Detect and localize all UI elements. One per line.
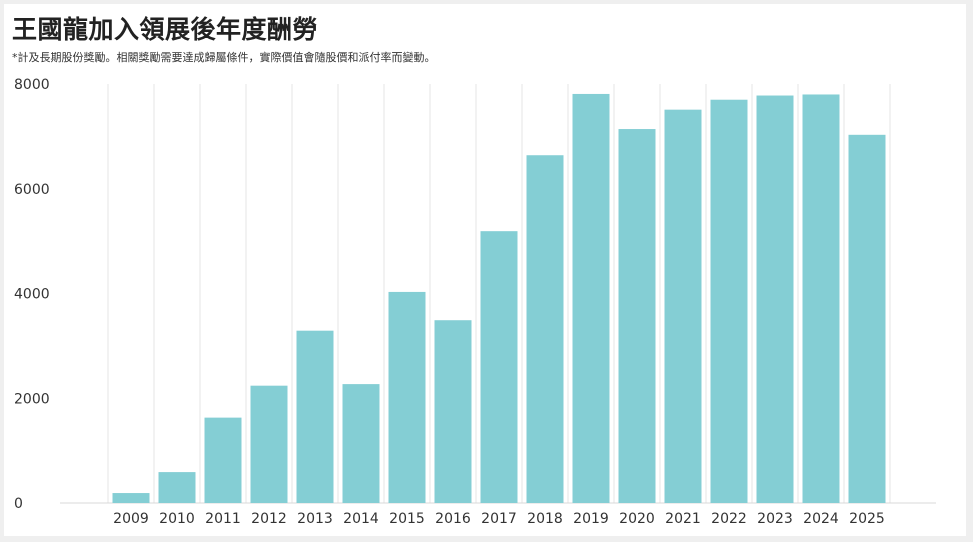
- bar-2017: [480, 231, 518, 503]
- chart-title: 王國龍加入領展後年度酬勞: [12, 15, 319, 44]
- x-tick-label: 2024: [803, 511, 839, 527]
- x-tick-label: 2018: [527, 511, 563, 527]
- x-tick-label: 2017: [481, 511, 517, 527]
- bar-2009: [112, 493, 150, 503]
- y-tick-label: 8000: [14, 77, 50, 93]
- y-tick-label: 6000: [14, 182, 50, 198]
- y-axis-ticks: 0 2000 4000 6000 8000: [14, 77, 50, 512]
- bar-2016: [434, 320, 472, 503]
- bar-2023: [756, 95, 794, 504]
- x-tick-label: 2022: [711, 511, 747, 527]
- bar-2022: [710, 99, 748, 504]
- x-tick-label: 2020: [619, 511, 655, 527]
- bar-2014: [342, 384, 380, 503]
- x-tick-label: 2012: [251, 511, 287, 527]
- y-tick-label: 4000: [14, 287, 50, 303]
- bar-2025: [848, 134, 886, 503]
- bar-2012: [250, 385, 288, 503]
- x-tick-label: 2016: [435, 511, 471, 527]
- bar-2015: [388, 291, 426, 503]
- x-tick-label: 2021: [665, 511, 701, 527]
- bars: [112, 93, 886, 504]
- bar-2010: [158, 472, 196, 503]
- bar-2020: [618, 129, 656, 503]
- bar-2013: [296, 330, 334, 503]
- x-tick-label: 2009: [113, 511, 149, 527]
- bar-2024: [802, 94, 840, 503]
- x-axis-ticks: 2009 2010 2011 2012 2013 2014 2015 2016 2017 2018…: [113, 511, 885, 527]
- bar-2011: [204, 417, 242, 503]
- bar-2021: [664, 109, 702, 503]
- chart-subtitle: *計及長期股份獎勵。相關獎勵需要達成歸屬條件，實際價值會隨股價和派付率而變動。: [12, 51, 436, 64]
- y-tick-label: 0: [14, 496, 23, 512]
- x-tick-label: 2011: [205, 511, 241, 527]
- x-tick-label: 2015: [389, 511, 425, 527]
- chart-card: 王國龍加入領展後年度酬勞 *計及長期股份獎勵。相關獎勵需要達成歸屬條件，實際價值…: [4, 4, 966, 536]
- x-tick-label: 2014: [343, 511, 379, 527]
- x-tick-label: 2010: [159, 511, 195, 527]
- x-tick-label: 2013: [297, 511, 333, 527]
- x-tick-label: 2019: [573, 511, 609, 527]
- y-tick-label: 2000: [14, 391, 50, 407]
- bar-2018: [526, 155, 564, 504]
- x-tick-label: 2025: [849, 511, 885, 527]
- bar-2019: [572, 93, 610, 504]
- x-tick-label: 2023: [757, 511, 793, 527]
